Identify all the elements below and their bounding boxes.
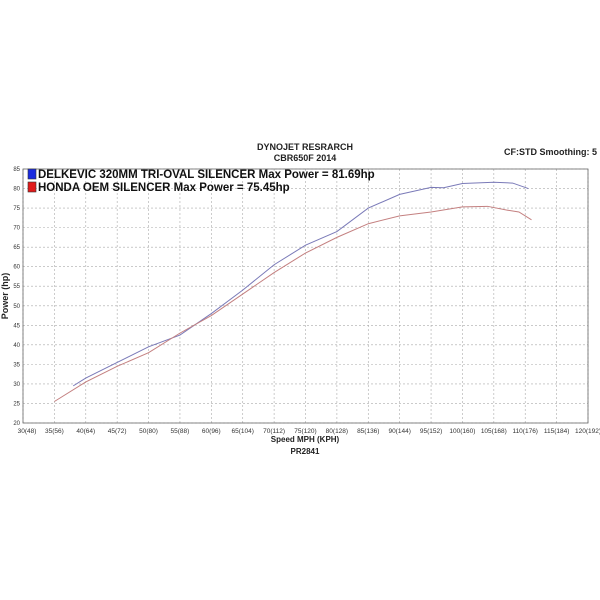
y-tick-label: 85 — [13, 167, 20, 173]
x-tick-label: 40(64) — [76, 428, 95, 435]
chart-subtitle: CBR650F 2014 — [274, 153, 337, 163]
y-tick-label: 65 — [13, 245, 20, 251]
x-tick-label: 105(168) — [481, 428, 507, 435]
y-tick-label: 20 — [13, 421, 20, 427]
corner-note: CF:STD Smoothing: 5 — [504, 147, 597, 157]
y-tick-label: 55 — [13, 284, 20, 290]
y-axis-label: Power (hp) — [0, 273, 10, 320]
x-tick-label: 110(176) — [512, 428, 538, 435]
y-tick-label: 70 — [13, 226, 20, 232]
y-tick-label: 35 — [13, 362, 20, 368]
x-tick-label: 115(184) — [544, 428, 570, 435]
x-tick-label: 30(48) — [18, 428, 37, 435]
x-axis-label: Speed MPH (KPH) — [271, 435, 340, 444]
x-tick-label: 95(152) — [420, 428, 442, 435]
x-tick-label: 90(144) — [388, 428, 410, 435]
y-tick-label: 80 — [13, 187, 20, 193]
y-tick-label: 50 — [13, 304, 20, 310]
x-tick-label: 60(96) — [202, 428, 221, 435]
x-tick-label: 80(128) — [326, 428, 348, 435]
y-tick-label: 30 — [13, 382, 20, 388]
x-tick-label: 50(80) — [139, 428, 158, 435]
x-tick-label: 85(136) — [357, 428, 379, 435]
x-tick-label: 75(120) — [294, 428, 316, 435]
footer-code: PR2841 — [291, 447, 320, 456]
legend-entry-0: DELKEVIC 320MM TRI-OVAL SILENCER Max Pow… — [38, 169, 375, 181]
series-line-0 — [72, 181, 529, 387]
y-tick-label: 25 — [13, 401, 20, 407]
y-tick-label: 45 — [13, 323, 20, 329]
x-tick-label: 120(192) — [575, 428, 600, 435]
series-line-1 — [54, 205, 532, 402]
chart-title: DYNOJET RESRARCH — [257, 142, 353, 152]
plot-frame — [22, 168, 589, 424]
y-tick-label: 40 — [13, 343, 20, 349]
legend-swatch-0 — [27, 168, 37, 180]
x-tick-label: 70(112) — [263, 428, 285, 435]
y-tick-label: 60 — [13, 265, 20, 271]
x-tick-label: 45(72) — [108, 428, 127, 435]
x-tick-label: 35(56) — [45, 428, 64, 435]
x-tick-label: 55(88) — [171, 428, 190, 435]
legend-entry-1: HONDA OEM SILENCER Max Power = 75.45hp — [38, 182, 290, 194]
legend-swatch-1 — [27, 181, 37, 193]
x-tick-label: 100(160) — [449, 428, 475, 435]
x-tick-label: 65(104) — [232, 428, 254, 435]
y-tick-label: 75 — [13, 206, 20, 212]
